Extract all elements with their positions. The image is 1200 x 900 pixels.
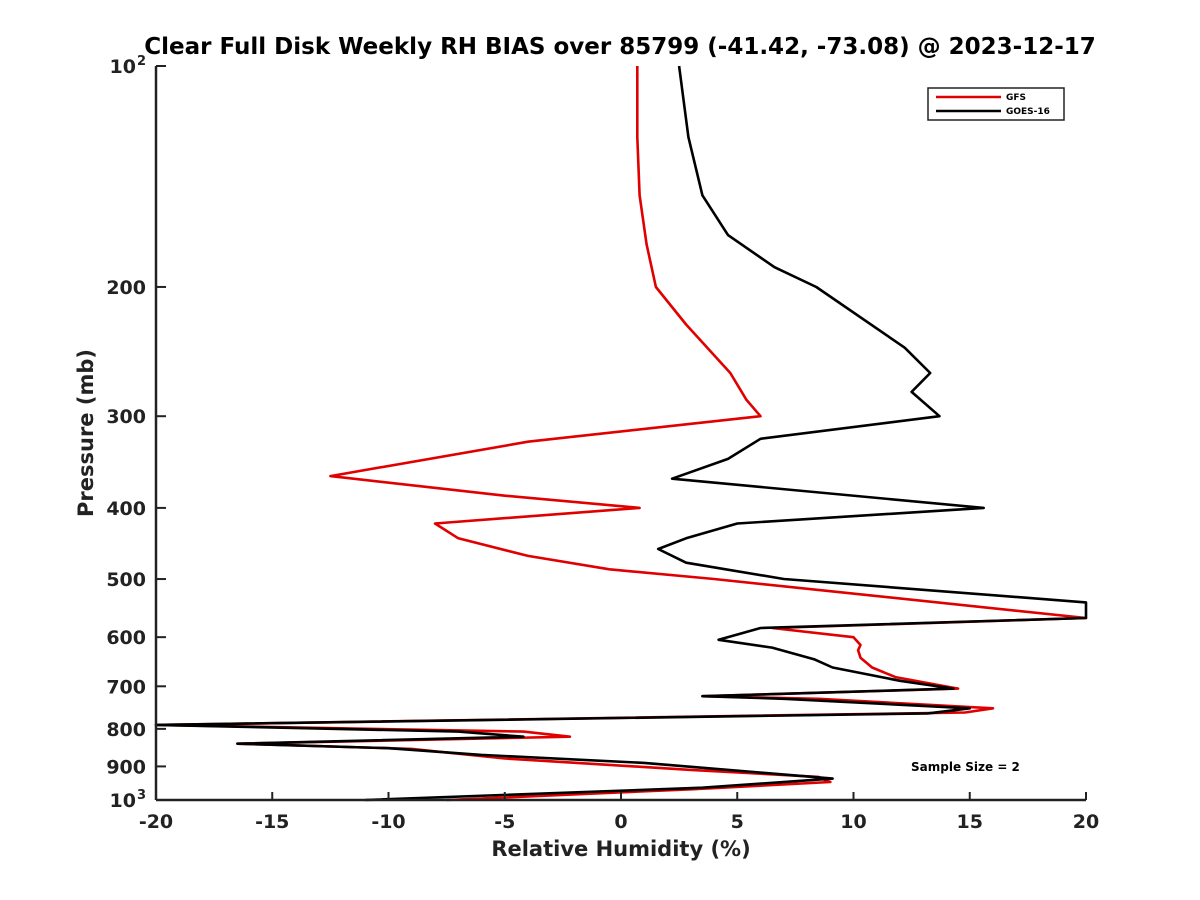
y-tick-label: 900	[106, 756, 146, 778]
x-axis-label: Relative Humidity (%)	[491, 837, 750, 861]
x-tick-label: -5	[494, 811, 515, 833]
y-tick-label: 500	[106, 569, 146, 591]
x-tick-label: -10	[371, 811, 405, 833]
chart-title: Clear Full Disk Weekly RH BIAS over 8579…	[144, 34, 1096, 60]
x-tick-label: -20	[139, 811, 173, 833]
legend: GFS GOES-16	[927, 87, 1065, 121]
y-tick-exponent: 3	[137, 788, 146, 803]
y-tick-exponent: 2	[137, 54, 146, 69]
legend-goes16-label: GOES-16	[1006, 107, 1050, 117]
x-tick-label: 5	[731, 811, 744, 833]
legend-box	[927, 87, 1065, 121]
y-tick-label: 300	[106, 406, 146, 428]
y-tick-label: 10	[110, 790, 136, 812]
x-tick-label: 20	[1073, 811, 1099, 833]
legend-gfs-label: GFS	[1006, 93, 1026, 103]
x-tick-label: 0	[614, 811, 627, 833]
series-layer	[154, 65, 1088, 802]
y-tick-label: 400	[106, 498, 146, 520]
x-tick-label: -15	[255, 811, 289, 833]
y-tick-label: 700	[106, 676, 146, 698]
plot-area	[156, 66, 1086, 800]
y-axis-label: Pressure (mb)	[74, 349, 98, 517]
series-line-goes-16	[154, 65, 1088, 802]
x-tick-label: 10	[840, 811, 866, 833]
y-tick-label: 600	[106, 627, 146, 649]
y-tick-label: 10	[110, 56, 136, 78]
y-tick-label: 800	[106, 719, 146, 741]
x-ticks: -20 -15 -10 -5 0 5 10 15 20	[139, 792, 1099, 833]
x-tick-label: 15	[957, 811, 983, 833]
sample-size-annotation: Sample Size = 2	[911, 760, 1020, 774]
y-tick-label: 200	[106, 277, 146, 299]
